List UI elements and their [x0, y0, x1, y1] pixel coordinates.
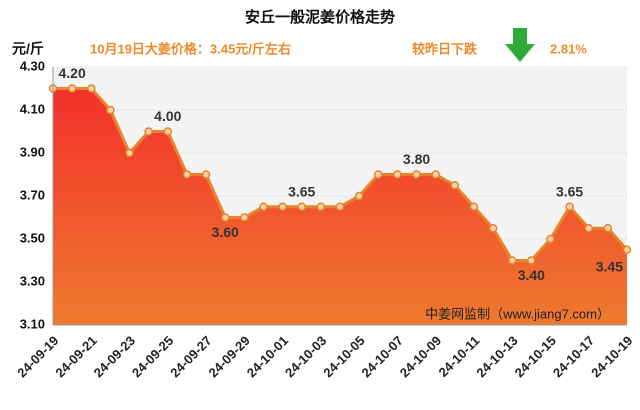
- point: [259, 202, 268, 211]
- point: [182, 170, 192, 179]
- x-tick-label: 24-09-19: [14, 333, 61, 380]
- x-tick-label: 24-10-15: [512, 333, 559, 380]
- data-label: 3.65: [288, 183, 315, 199]
- y-tick-label: 3.50: [20, 230, 45, 245]
- point: [507, 256, 517, 265]
- point: [278, 202, 287, 211]
- x-tick-label: 24-10-17: [550, 333, 597, 380]
- point: [67, 84, 77, 93]
- y-tick-label: 4.30: [20, 58, 45, 73]
- point: [125, 148, 134, 158]
- point: [354, 191, 364, 201]
- data-label: 3.45: [596, 258, 623, 274]
- point: [220, 213, 230, 222]
- point: [565, 202, 574, 211]
- data-label: 4.00: [154, 108, 181, 124]
- point: [297, 202, 306, 211]
- point: [603, 224, 613, 233]
- point: [584, 224, 593, 233]
- point: [374, 170, 383, 179]
- point: [393, 170, 402, 179]
- y-axis-label: 元/斤: [12, 41, 44, 57]
- x-tick-label: 24-09-29: [205, 333, 252, 380]
- x-tick-label: 24-09-27: [167, 333, 214, 380]
- x-tick-label: 24-10-05: [320, 333, 367, 380]
- x-tick-label: 24-09-21: [52, 333, 99, 380]
- point: [335, 202, 345, 211]
- x-tick-label: 24-10-03: [282, 333, 329, 380]
- y-tick-label: 3.70: [20, 187, 45, 202]
- point: [527, 256, 536, 265]
- x-tick-label: 24-09-25: [129, 333, 176, 380]
- y-tick-label: 3.90: [20, 144, 45, 159]
- x-tick-label: 24-09-23: [91, 333, 138, 380]
- data-label: 3.65: [556, 183, 583, 199]
- data-label: 3.80: [403, 151, 430, 167]
- x-tick-label: 24-10-09: [397, 333, 444, 380]
- data-label: 3.60: [212, 224, 239, 240]
- point: [144, 127, 153, 136]
- x-tick-label: 24-10-19: [588, 333, 635, 380]
- point: [163, 127, 173, 136]
- down-arrow-icon: [505, 28, 535, 62]
- chart-title: 安丘一般泥姜价格走势: [245, 8, 395, 26]
- y-tick-label: 3.10: [20, 316, 45, 331]
- x-tick-label: 24-10-01: [244, 333, 291, 380]
- point: [546, 234, 555, 244]
- x-tick-label: 24-10-07: [359, 333, 406, 380]
- watermark: 中姜网监制（www.jiang7.com）: [425, 306, 610, 321]
- point: [240, 213, 249, 222]
- data-label: 4.20: [59, 65, 86, 81]
- annotation: 2.81%: [550, 41, 587, 56]
- point: [431, 170, 440, 179]
- annotation: 10月19日大姜价格：3.45元/斤左右: [90, 41, 291, 56]
- point: [201, 170, 211, 179]
- point: [106, 105, 115, 115]
- point: [469, 202, 479, 211]
- point: [450, 181, 460, 190]
- point: [87, 84, 96, 93]
- point: [412, 170, 421, 179]
- point: [488, 224, 498, 233]
- annotation: 较昨日下跌: [412, 41, 478, 56]
- x-tick-label: 24-10-13: [473, 333, 520, 380]
- point: [316, 202, 326, 211]
- y-tick-label: 3.30: [20, 273, 45, 288]
- y-tick-label: 4.10: [20, 101, 45, 116]
- point: [622, 245, 632, 254]
- data-label: 3.40: [518, 267, 545, 283]
